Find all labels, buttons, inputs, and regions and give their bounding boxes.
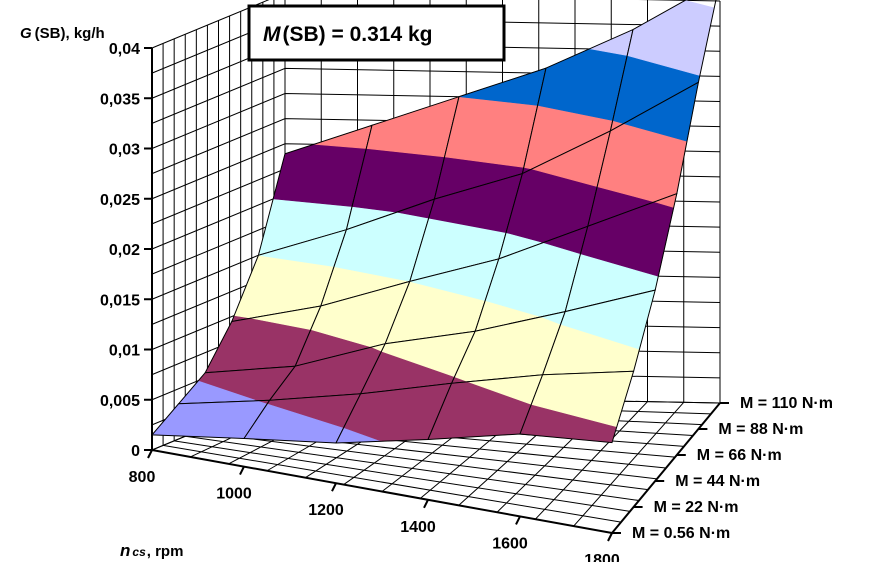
chart-title: M(SB) = 0.314 kg — [263, 23, 432, 46]
z-tick-label: 0,035 — [100, 91, 140, 108]
depth-tick-label: M = 0.56 N·m — [632, 525, 730, 542]
z-tick-label: 0,02 — [109, 242, 140, 259]
surface-band — [444, 96, 539, 168]
title-box: M(SB) = 0.314 kg — [247, 4, 506, 62]
surface-band — [365, 96, 460, 158]
x-tick-mark — [331, 482, 337, 492]
surface-cell — [519, 370, 635, 444]
axis-labels: G (SB), kg/h n cs, rpm — [20, 25, 183, 560]
depth-tick-label: M = 88 N·m — [718, 421, 803, 438]
x-tick-mark — [147, 449, 153, 459]
x-tick-label: 1200 — [308, 502, 344, 519]
depth-axis-line — [611, 402, 721, 534]
axes: 0 0,005 0,01 0,015 0,02 0,025 0,03 0,035 0,04 800… — [100, 41, 833, 562]
x-tick-mark — [239, 466, 245, 476]
x-tick-mark — [515, 515, 521, 525]
x-axis-line — [151, 449, 613, 534]
floor-gridline — [185, 435, 640, 501]
x-axis-label: n cs, rpm — [120, 541, 183, 560]
x-tick-label: 1600 — [492, 535, 528, 552]
surface-band — [313, 124, 373, 149]
x-tick-label: 1400 — [400, 519, 436, 536]
z-tick-label: 0 — [131, 443, 140, 460]
z-tick-label: 0,025 — [100, 192, 140, 209]
surface — [150, 0, 717, 444]
title-frame — [247, 4, 506, 62]
floor-gridline — [196, 431, 649, 491]
x-tick-label: 1000 — [216, 486, 252, 503]
x-tick-mark — [607, 532, 613, 542]
z-tick-label: 0,015 — [100, 292, 140, 309]
depth-tick-label: M = 44 N·m — [675, 473, 760, 490]
z-tick-label: 0,01 — [109, 343, 140, 360]
z-tick-label: 0,04 — [109, 41, 140, 58]
x-tick-label: 800 — [129, 469, 156, 486]
depth-tick-label: M = 22 N·m — [654, 499, 739, 516]
x-tick-label: 1800 — [584, 552, 620, 562]
x-tick-mark — [423, 499, 429, 509]
surface-band — [272, 143, 367, 207]
floor-gridline — [174, 440, 631, 512]
z-tick-label: 0,005 — [100, 393, 140, 410]
z-tick-label: 0,03 — [109, 142, 140, 159]
z-axis-label: G (SB), kg/h — [20, 25, 105, 42]
depth-tick-label: M = 66 N·m — [697, 447, 782, 464]
floor-gridline — [163, 444, 622, 523]
depth-tick-label: M = 110 N·m — [740, 395, 833, 412]
